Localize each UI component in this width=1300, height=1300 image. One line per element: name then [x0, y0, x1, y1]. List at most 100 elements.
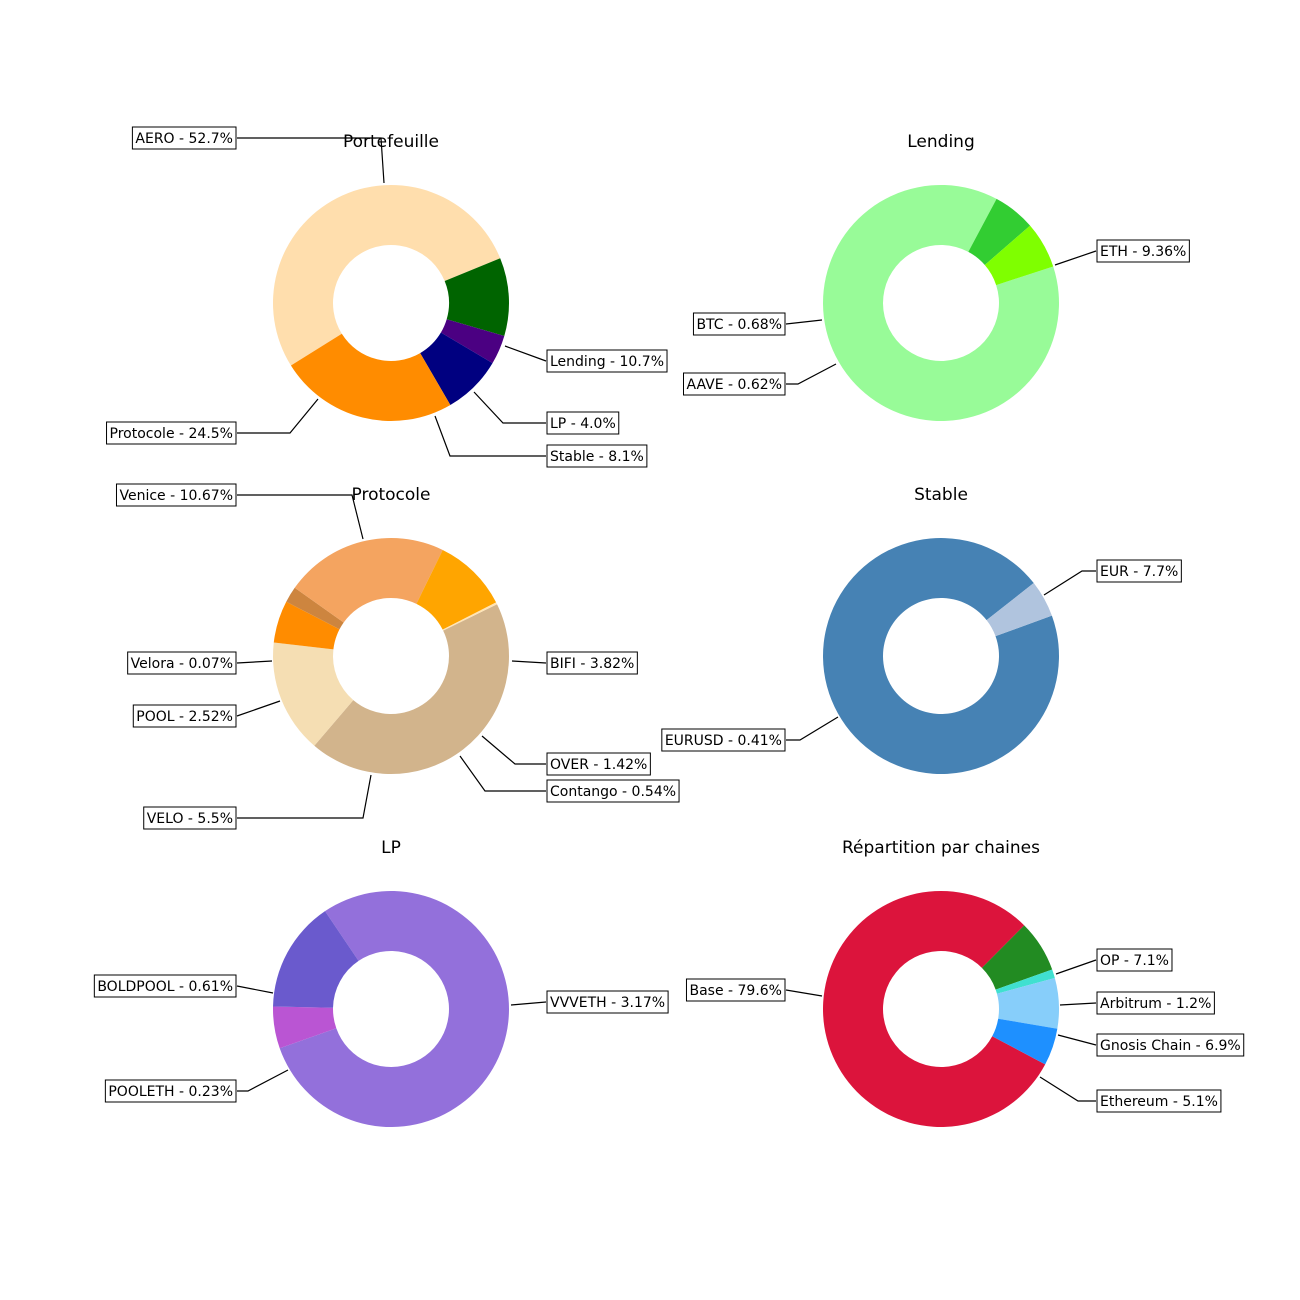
leader-line-boldpool [236, 985, 274, 994]
slice-label-arbitrum: Arbitrum - 1.2% [1100, 996, 1211, 1012]
label-box-eurusd [661, 728, 786, 752]
chart-title: Lending [907, 132, 975, 152]
slice-venice [314, 604, 510, 775]
label-box-arbitrum [1096, 991, 1215, 1015]
leader-line-lending [504, 345, 547, 362]
leader-line-aave [786, 363, 837, 385]
donut-chart-repartition-par-chaines: Répartition par chaines Base - 79.6% OP - … [685, 838, 1245, 1128]
label-box-vvveth [546, 990, 669, 1014]
slice-pool [416, 549, 497, 630]
donut-chart-lending: Lending ETH - 9.36% AAVE - 0.62% BTC - 0.68… [683, 132, 1190, 421]
label-box-protocole [106, 421, 237, 445]
label-box-venice [115, 483, 237, 507]
slice-base [823, 891, 1046, 1128]
slice-label-eth: ETH - 9.36% [1100, 244, 1186, 260]
slice-label-vvveth: VVVETH - 3.17% [550, 995, 665, 1011]
donut-chart-stable: Stable EUR - 7.7% EURUSD - 0.41% [661, 485, 1182, 775]
donut-chart-portefeuille: Portefeuille AERO - 52.7% Lending - 10.7% L… [106, 126, 668, 468]
label-box-aero [131, 126, 237, 150]
slice-contango [286, 587, 344, 630]
slice-ethereum [992, 1018, 1058, 1065]
slice-label-eur: EUR - 7.7% [1100, 564, 1178, 580]
label-box-ethereum [1096, 1089, 1222, 1113]
slice-label-pooleth: POOLETH - 0.23% [108, 1084, 233, 1100]
slice-label-velo: VELO - 5.5% [147, 811, 233, 827]
slice-protocole [290, 333, 451, 422]
leader-line-venice [237, 494, 364, 540]
label-box-aave [683, 372, 786, 396]
leader-line-contango [459, 755, 546, 792]
slice-vvveth [279, 891, 509, 1127]
slice-label-over: OVER - 1.42% [550, 757, 647, 773]
slice-lending [444, 258, 509, 337]
leader-line-vvveth [510, 1001, 547, 1006]
slice-label-aero: AERO - 52.7% [135, 131, 233, 147]
slice-aero [273, 185, 501, 366]
leader-line-over [481, 735, 546, 765]
leader-line-gnosis-chain [1057, 1034, 1097, 1046]
leader-line-stable [434, 415, 546, 457]
donut-chart-lp: LP VVVETH - 3.17% POOLETH - 0.23% BOLDPOOL … [93, 838, 669, 1127]
label-box-over [546, 752, 651, 776]
slice-label-ethereum: Ethereum - 5.1% [1100, 1094, 1218, 1110]
label-box-stable [546, 444, 648, 468]
leader-line-op [1055, 959, 1097, 975]
leader-line-velora [236, 660, 273, 664]
slice-arbitrum [995, 969, 1055, 994]
label-box-pooleth [104, 1079, 237, 1103]
slice-label-stable: Stable - 8.1% [550, 449, 644, 465]
chart-title: LP [381, 838, 401, 858]
label-box-op [1096, 948, 1173, 972]
slice-label-aave: AAVE - 0.62% [687, 377, 783, 393]
slice-label-lending: Lending - 10.7% [550, 354, 664, 370]
leader-line-eurusd [786, 716, 839, 741]
leader-line-pool [236, 700, 281, 717]
leader-line-aero [237, 137, 385, 184]
chart-title: Stable [914, 485, 968, 505]
slice-label-pool: POOL - 2.52% [136, 709, 233, 725]
label-box-eth [1096, 239, 1190, 263]
slice-label-boldpool: BOLDPOOL - 0.61% [97, 979, 233, 995]
label-box-btc [692, 312, 786, 336]
leader-line-velo [237, 774, 372, 819]
slice-label-op: OP - 7.1% [1100, 953, 1169, 969]
leader-line-eth [1054, 250, 1097, 266]
label-box-eur [1096, 559, 1182, 583]
slice-lp [440, 319, 505, 364]
slice-over [273, 601, 340, 650]
slice-label-venice: Venice - 10.67% [119, 488, 233, 504]
slice-boldpool [273, 911, 359, 1008]
slice-label-contango: Contango - 0.54% [550, 784, 676, 800]
leader-line-arbitrum [1059, 1002, 1097, 1006]
label-box-lp [546, 411, 620, 435]
leader-line-eur [1043, 570, 1096, 596]
slice-label-eurusd: EURUSD - 0.41% [665, 733, 782, 749]
label-box-lending [546, 349, 668, 373]
label-box-pool [132, 704, 237, 728]
leader-line-base [785, 989, 823, 997]
slice-label-bifi: BIFI - 3.82% [550, 656, 634, 672]
slice-op [981, 925, 1053, 990]
slice-eur [823, 538, 1060, 775]
leader-line-bifi [511, 660, 547, 664]
slice-label-protocole: Protocole - 24.5% [110, 426, 233, 442]
leader-line-btc [785, 319, 823, 325]
label-box-bifi [546, 651, 638, 675]
label-box-base [685, 978, 786, 1002]
slice-label-base: Base - 79.6% [689, 983, 782, 999]
slice-bifi [273, 642, 354, 746]
slice-eth [822, 184, 1059, 421]
slice-label-lp: LP - 4.0% [550, 416, 616, 432]
slice-label-velora: Velora - 0.07% [131, 656, 233, 672]
donut-chart-protocole: Protocole Venice - 10.67% BIFI - 3.82% OVER… [115, 483, 680, 830]
slice-gnosis-chain [996, 977, 1059, 1029]
leader-line-protocole [237, 398, 319, 434]
chart-title: Portefeuille [343, 132, 439, 152]
label-box-boldpool [93, 974, 237, 998]
chart-title: Protocole [352, 485, 431, 505]
leader-line-pooleth [237, 1069, 289, 1092]
slice-stable [420, 332, 493, 405]
slice-pooleth [273, 1006, 337, 1049]
label-box-contango [546, 779, 680, 803]
